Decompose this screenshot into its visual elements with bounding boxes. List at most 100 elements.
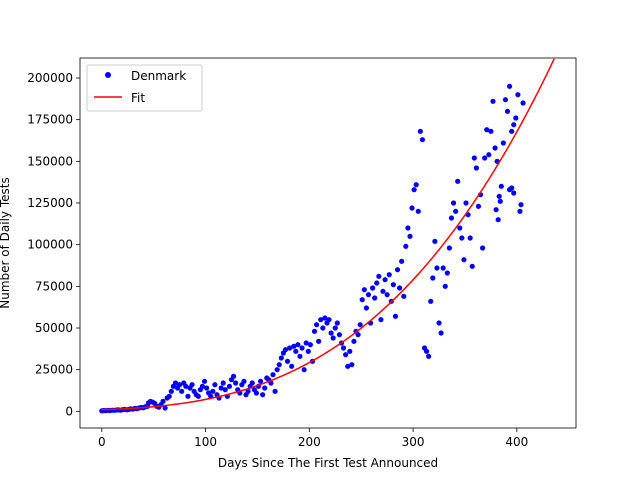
- data-point: [461, 257, 467, 263]
- data-point: [382, 277, 388, 283]
- y-tick-label: 150000: [27, 154, 73, 168]
- y-axis-label: Number of Daily Tests: [0, 177, 12, 308]
- data-point: [457, 225, 463, 231]
- data-point: [172, 380, 179, 386]
- data-point: [497, 198, 503, 204]
- data-point: [220, 380, 226, 386]
- data-point: [203, 385, 210, 391]
- data-point: [185, 393, 191, 399]
- y-tick-label: 0: [65, 404, 73, 418]
- data-point: [446, 245, 453, 251]
- y-tick-label: 50000: [35, 321, 73, 335]
- data-point: [453, 208, 459, 214]
- data-point: [518, 202, 524, 208]
- y-tick-label: 200000: [27, 71, 73, 85]
- data-point: [450, 200, 457, 206]
- data-point: [262, 385, 268, 391]
- data-point: [493, 207, 499, 213]
- data-point: [274, 367, 280, 373]
- data-point: [299, 345, 305, 351]
- plot-background: [80, 58, 576, 428]
- data-point: [467, 235, 473, 241]
- data-point: [469, 263, 475, 269]
- data-point: [409, 205, 415, 211]
- data-point: [326, 317, 332, 323]
- x-tick-label: 100: [194, 435, 217, 449]
- data-point: [475, 203, 482, 209]
- data-point: [520, 100, 526, 106]
- data-point: [515, 92, 521, 98]
- data-point: [428, 298, 434, 304]
- data-point: [347, 348, 353, 354]
- data-point: [226, 383, 233, 389]
- x-axis-ticks: 0 100 200 300 400: [98, 428, 528, 449]
- data-point: [442, 283, 448, 289]
- data-point: [473, 165, 479, 171]
- data-point: [509, 185, 515, 191]
- y-tick-label: 125000: [27, 196, 73, 210]
- data-point: [480, 245, 486, 251]
- x-tick-label: 200: [298, 435, 321, 449]
- data-point: [230, 373, 237, 379]
- data-point: [305, 348, 311, 354]
- data-point: [486, 152, 492, 158]
- data-point: [313, 322, 320, 328]
- data-point: [336, 332, 343, 338]
- data-point: [419, 137, 426, 143]
- x-tick-label: 0: [98, 435, 106, 449]
- data-point: [189, 382, 195, 388]
- data-point: [287, 345, 293, 351]
- data-point: [245, 388, 251, 394]
- data-point: [403, 243, 409, 249]
- data-point: [278, 355, 284, 361]
- data-point: [444, 270, 450, 276]
- data-point: [272, 388, 278, 394]
- data-point: [401, 293, 407, 299]
- data-point: [345, 363, 351, 369]
- data-point: [448, 215, 455, 221]
- data-point: [471, 155, 477, 161]
- data-point: [463, 200, 469, 206]
- data-point: [390, 282, 396, 288]
- data-point: [490, 98, 496, 104]
- data-point: [183, 383, 189, 389]
- data-point: [303, 340, 309, 346]
- x-tick-label: 300: [402, 435, 425, 449]
- data-point: [411, 187, 417, 193]
- data-point: [218, 385, 224, 391]
- data-point: [340, 345, 347, 351]
- data-point: [407, 233, 413, 239]
- data-point: [334, 320, 340, 326]
- data-point: [405, 225, 411, 231]
- x-axis-label: Days Since The First Test Announced: [218, 456, 438, 470]
- data-point: [276, 362, 282, 368]
- data-point: [517, 208, 523, 214]
- data-point: [270, 372, 276, 378]
- y-tick-label: 175000: [27, 113, 73, 127]
- data-point: [384, 292, 390, 298]
- data-point: [504, 108, 511, 114]
- data-point: [322, 315, 328, 321]
- data-point: [284, 358, 291, 364]
- data-point: [291, 343, 297, 349]
- data-point: [392, 313, 399, 319]
- data-point: [295, 342, 301, 348]
- data-point: [320, 325, 326, 331]
- data-point: [386, 272, 392, 278]
- data-point: [210, 388, 216, 394]
- data-point: [370, 285, 376, 291]
- data-point: [511, 190, 517, 196]
- data-point: [397, 285, 403, 291]
- data-point: [361, 287, 367, 293]
- x-tick-label: 400: [505, 435, 528, 449]
- data-point: [199, 383, 206, 389]
- data-point: [301, 367, 307, 373]
- y-tick-label: 75000: [35, 279, 73, 293]
- data-point: [432, 238, 438, 244]
- data-point: [438, 330, 444, 336]
- legend-label-fit: Fit: [131, 91, 145, 105]
- data-point: [415, 208, 421, 214]
- data-point: [253, 390, 259, 396]
- data-point: [399, 258, 405, 264]
- data-point: [162, 405, 168, 411]
